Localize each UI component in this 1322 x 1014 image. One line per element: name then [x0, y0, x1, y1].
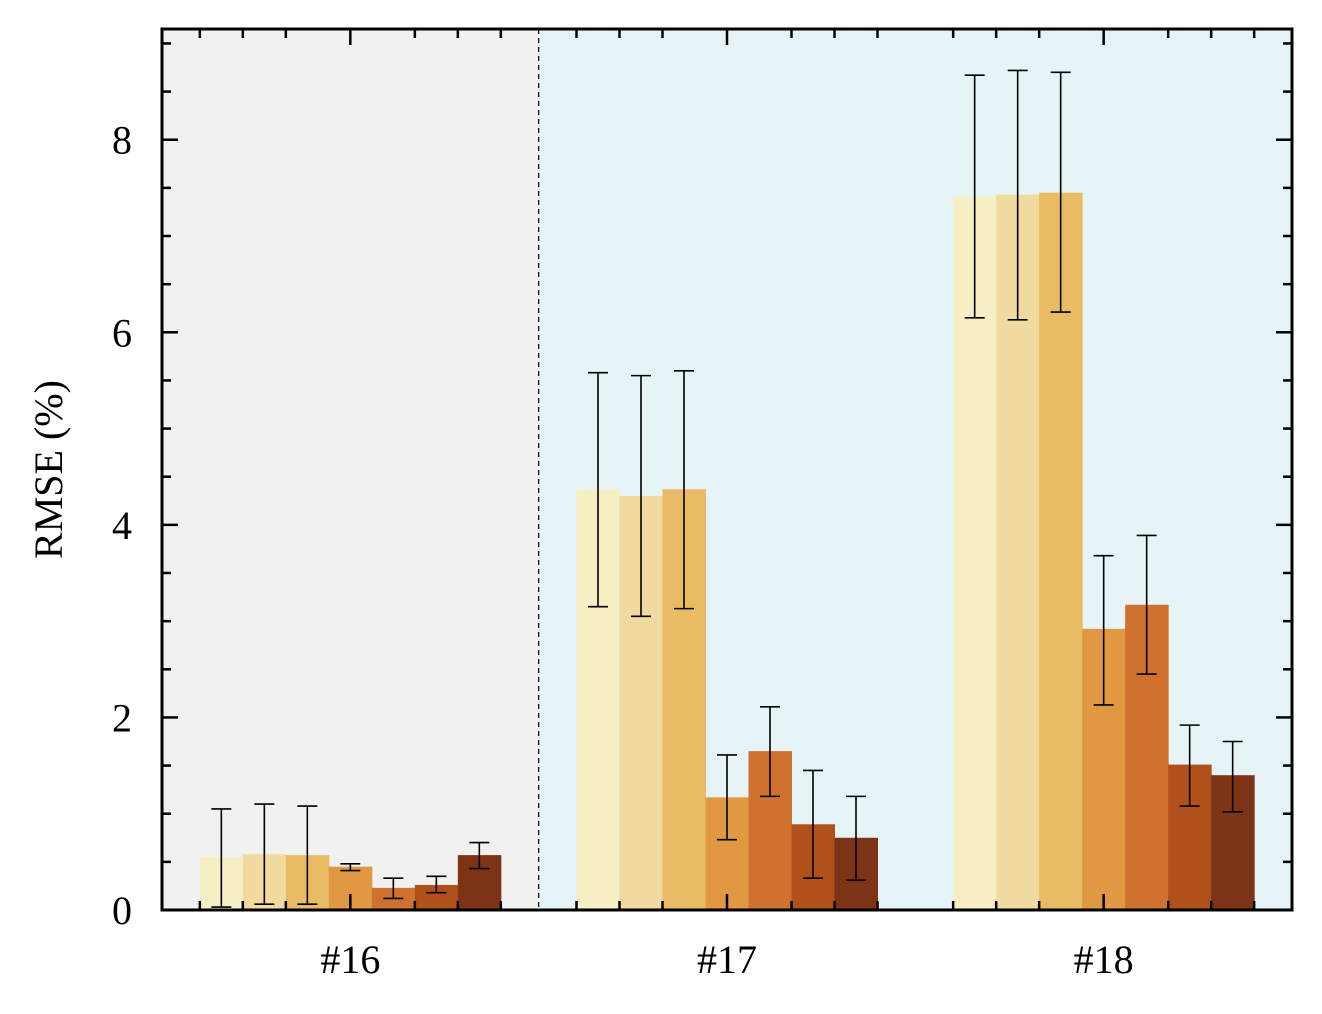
y-tick-label: 8	[112, 118, 132, 163]
y-tick-label: 4	[112, 503, 132, 548]
y-tick-label: 6	[112, 310, 132, 355]
x-category-label: #16	[320, 937, 380, 982]
error-bar	[674, 370, 694, 610]
error-bar	[1222, 740, 1243, 813]
y-tick-label: 2	[112, 695, 132, 740]
error-bar	[383, 877, 404, 900]
error-bar	[588, 371, 608, 608]
error-bar	[1136, 534, 1157, 675]
error-bar	[254, 803, 275, 906]
error-bar	[426, 875, 447, 894]
error-bar	[964, 74, 985, 319]
y-axis-title: RMSE (%)	[26, 380, 71, 559]
error-bar	[846, 795, 866, 881]
error-bar	[469, 841, 490, 870]
error-bar	[211, 808, 232, 908]
error-bar	[1050, 71, 1071, 313]
error-bar	[803, 769, 823, 880]
error-bar	[1093, 554, 1114, 706]
error-bar	[297, 805, 318, 906]
y-tick-label: 0	[112, 888, 132, 933]
plot-frame	[160, 27, 1294, 912]
region-background-left	[162, 29, 539, 910]
y-tick-labels: 0 2 4 6 8	[112, 118, 132, 933]
x-category-label: #18	[1074, 937, 1134, 982]
error-bar	[1179, 724, 1200, 807]
error-bar	[1007, 69, 1028, 321]
error-bars-group	[211, 69, 1243, 908]
error-bar	[717, 754, 737, 841]
error-bar	[631, 374, 651, 618]
x-category-label: #17	[697, 937, 757, 982]
x-category-labels: #16 #17 #18	[320, 937, 1133, 982]
error-bar	[760, 706, 780, 798]
error-bar	[340, 862, 361, 872]
